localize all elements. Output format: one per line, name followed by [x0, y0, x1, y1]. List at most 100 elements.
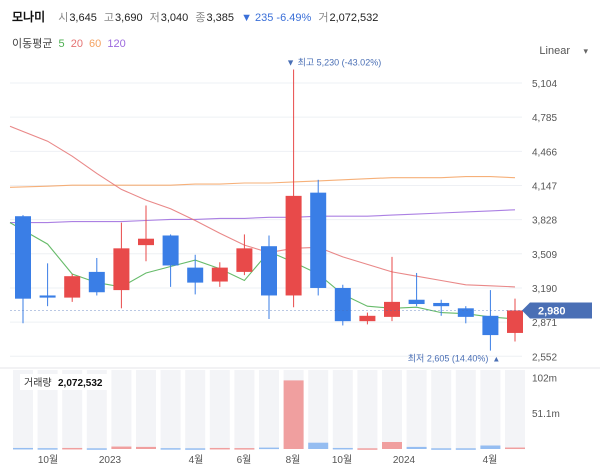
volume-bar — [406, 446, 427, 449]
volume-label: 거래량 — [24, 377, 52, 389]
volume-column-bg — [160, 370, 181, 449]
volume-bar — [431, 448, 452, 450]
volume-column-bg — [37, 370, 58, 449]
volume-column-bg — [332, 370, 353, 449]
volume-bar — [234, 448, 255, 450]
volume-column-bg — [308, 370, 329, 449]
volume-bar — [357, 448, 378, 450]
ma120-line — [10, 209, 516, 224]
volume-column-bg — [185, 370, 206, 449]
volume-bar — [455, 448, 476, 450]
ma20-line — [9, 125, 516, 288]
low-annotation: 최저 2,605 (14.40%) — [408, 354, 489, 364]
open-value: 3,645 — [69, 12, 97, 24]
volume-column-bg — [283, 370, 304, 449]
y-tick-label: 2,552 — [532, 352, 557, 363]
candle-body — [162, 235, 179, 266]
volume-bar — [136, 446, 156, 449]
volume-column-bg — [234, 370, 255, 449]
volume-bar — [160, 448, 181, 450]
volume-column-bg — [259, 370, 279, 449]
candle-body — [64, 276, 81, 298]
open-label: 시 — [58, 12, 69, 24]
candle-body — [15, 216, 31, 299]
high-annotation: 최고 5,230 (-43.02%) — [298, 57, 382, 67]
stock-name: 모나미 — [12, 10, 46, 24]
y-tick-label: 3,828 — [532, 216, 557, 227]
volume-bar — [62, 447, 83, 450]
volume-bar — [308, 442, 329, 449]
x-tick-label: 2023 — [99, 455, 122, 466]
high-marker-icon: ▼ — [286, 57, 295, 67]
volume-tick-label: 51.1m — [532, 409, 560, 420]
volume-column-bg — [505, 370, 525, 449]
ma-5-label: 5 — [58, 38, 65, 50]
volume-label: 거 — [318, 12, 329, 24]
volume-column-bg — [431, 370, 452, 449]
volume-column-bg — [13, 370, 33, 449]
volume-bar — [382, 442, 402, 449]
high-label: 고 — [103, 12, 115, 24]
y-tick-label: 4,466 — [532, 147, 557, 158]
volume-bar — [209, 447, 230, 450]
current-price-tag — [522, 302, 592, 319]
volume-column-bg — [480, 370, 501, 449]
candle-body — [39, 295, 56, 298]
price-header: 모나미 시3,645 고3,690 저3,040 종3,385 ▼ 235 -6… — [12, 8, 378, 25]
x-tick-label: 10월 — [332, 454, 352, 466]
ma-legend[interactable]: 이동평균 5 20 60 120 — [12, 35, 126, 51]
ma-120-label: 120 — [107, 38, 126, 50]
candle-body — [482, 315, 499, 336]
volume-tick-label: 102m — [532, 374, 557, 385]
candle-body — [88, 271, 105, 293]
ma-legend-title: 이동평균 — [12, 38, 53, 50]
candle-body — [285, 195, 302, 296]
low-value: 3,040 — [160, 12, 189, 24]
volume-column-bg — [62, 370, 83, 449]
volume-column-bg — [406, 370, 427, 449]
volume-bar — [332, 447, 353, 450]
y-tick-label: 5,104 — [532, 79, 557, 90]
volume-column-bg — [86, 370, 107, 449]
volume-bar — [37, 448, 58, 450]
candle-body — [384, 301, 400, 317]
candle-body — [359, 315, 376, 322]
volume-bar — [480, 445, 501, 449]
scale-selector[interactable]: Linear — [539, 45, 570, 57]
candle-body — [507, 310, 523, 333]
volume-label-bg — [20, 374, 110, 390]
candle-body — [433, 302, 450, 307]
volume-column-bg — [136, 370, 156, 449]
x-tick-label: 10월 — [38, 454, 58, 466]
volume-value: 2,072,532 — [58, 378, 103, 389]
volume-column-bg — [455, 370, 476, 449]
y-tick-label: 4,785 — [532, 113, 557, 124]
volume-bar — [185, 448, 206, 450]
candle-body — [113, 248, 130, 291]
chevron-down-icon[interactable]: ▾ — [583, 46, 588, 56]
candle-body — [408, 299, 425, 305]
candle-body — [310, 192, 327, 288]
volume-bar — [259, 447, 279, 450]
high-value: 3,690 — [115, 12, 143, 24]
ma-20-label: 20 — [70, 38, 83, 50]
volume-column-bg — [357, 370, 378, 449]
x-tick-label: 4월 — [189, 454, 204, 466]
candle-body — [334, 287, 351, 322]
volume-bar — [13, 447, 33, 450]
current-price-label: 2,980 — [538, 305, 566, 317]
ma-60-label: 60 — [89, 38, 102, 50]
close-label: 종 — [195, 12, 206, 24]
candle-body — [211, 267, 228, 282]
low-label: 저 — [149, 12, 160, 24]
change-value: ▼ 235 -6.49% — [241, 12, 312, 24]
candle-body — [138, 238, 154, 246]
candle-body — [187, 267, 204, 283]
volume-bar — [111, 446, 132, 449]
y-tick-label: 2,871 — [532, 318, 557, 329]
candle-body — [261, 246, 277, 296]
volume-column-bg — [382, 370, 402, 449]
x-tick-label: 8월 — [286, 454, 301, 466]
candle-body — [457, 308, 474, 317]
